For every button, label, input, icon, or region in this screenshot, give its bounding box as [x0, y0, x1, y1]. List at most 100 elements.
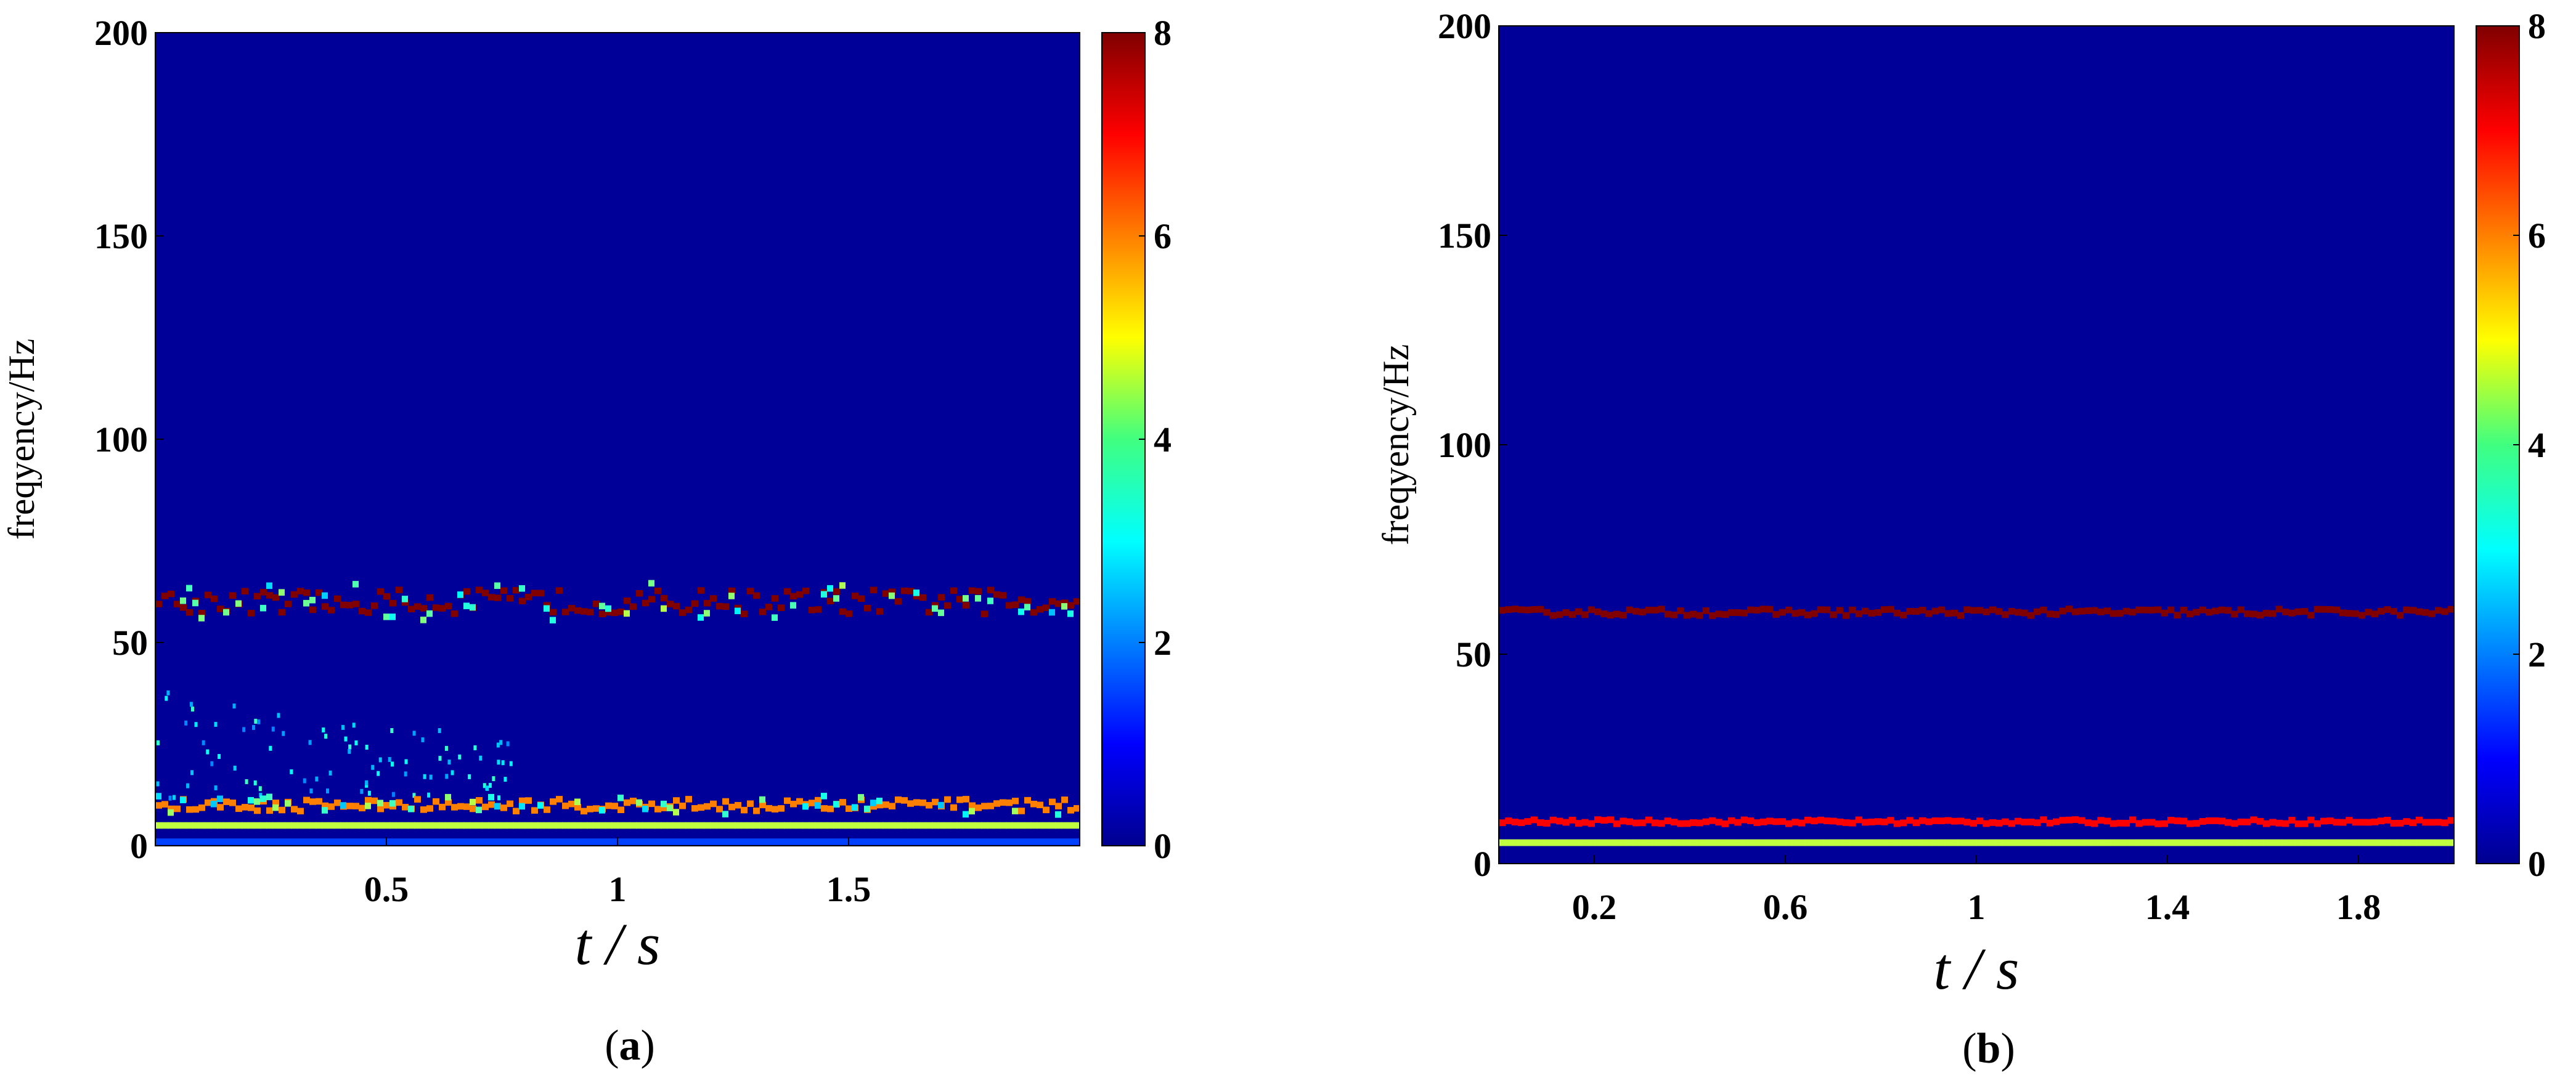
ridge-1-jitter-cell	[852, 804, 858, 811]
ridge-2-cell	[636, 822, 643, 829]
heatmap-cell	[390, 728, 394, 734]
ridge-2-cell	[1843, 839, 1850, 846]
ridge-0-cell	[574, 607, 581, 614]
ridge-1-cell	[728, 803, 735, 811]
ridge-3-cell	[759, 838, 766, 845]
ridge-2-cell	[1970, 839, 1977, 846]
ridge-1-cell	[839, 799, 846, 806]
ridge-0-jitter-cell	[1024, 604, 1030, 610]
ridge-3-cell	[266, 838, 273, 845]
ridge-1-cell	[1970, 820, 1977, 827]
ridge-0-cell	[260, 589, 267, 596]
ridge-3-cell	[747, 838, 754, 845]
ridge-2-cell	[445, 822, 452, 829]
ridge-0-cell	[272, 594, 279, 601]
ridge-1-cell	[1766, 817, 1774, 825]
heatmap-cell	[354, 740, 358, 746]
ridge-0-cell	[353, 601, 359, 607]
ridge-0-cell	[2129, 609, 2137, 616]
ridge-2-cell	[2435, 839, 2442, 846]
ridge-1-cell	[2034, 819, 2041, 827]
ridge-2-cell	[1683, 839, 1690, 846]
ridge-1-cell	[1683, 820, 1690, 827]
ridge-0-cell	[778, 604, 785, 611]
ridge-2-cell	[359, 822, 365, 829]
ridge-0-jitter-cell	[544, 605, 550, 612]
ridge-0-cell	[2263, 610, 2270, 617]
ridge-2-cell	[229, 822, 236, 829]
ridge-0-cell	[765, 604, 772, 610]
ridge-1-cell	[1906, 817, 1914, 824]
ridge-2-cell	[353, 822, 359, 829]
ridge-0-cell	[1530, 606, 1538, 613]
ridge-0-jitter-cell	[728, 593, 735, 599]
ridge-3-cell	[605, 838, 612, 845]
ridge-2-cell	[1575, 839, 1583, 846]
ridge-3-cell	[494, 838, 501, 845]
ridge-2-cell	[2416, 839, 2423, 846]
ridge-1-cell	[482, 803, 489, 811]
ridge-2-cell	[2034, 839, 2041, 846]
ridge-1-cell	[2059, 817, 2066, 824]
ridge-3-cell	[377, 838, 384, 845]
ridge-3-cell	[1006, 838, 1013, 845]
heatmap-cell	[214, 721, 218, 727]
ridge-1-cell	[1912, 819, 1920, 827]
ridge-3-cell	[414, 838, 421, 845]
ridge-0-cell	[2409, 607, 2416, 614]
ridge-2-cell	[1037, 822, 1043, 829]
ridge-3-cell	[402, 838, 409, 845]
ridge-2-cell	[1824, 839, 1831, 846]
ridge-0-cell	[981, 610, 988, 617]
ridge-2-cell	[2008, 839, 2015, 846]
ridge-1-cell	[303, 796, 310, 804]
ridge-2-cell	[716, 822, 723, 829]
ridge-2-cell	[519, 822, 526, 829]
ridge-1-cell	[217, 804, 224, 811]
ridge-0-cell	[1900, 612, 1907, 618]
ridge-2-cell	[1919, 839, 1926, 846]
heatmap-cell	[377, 771, 380, 776]
ridge-0-cell	[2250, 610, 2257, 618]
ridge-2-cell	[2244, 839, 2251, 846]
heatmap-background	[155, 33, 1080, 846]
ridge-2-cell	[2365, 839, 2372, 846]
ridge-0-cell	[710, 595, 717, 602]
ridge-0-cell	[611, 609, 618, 617]
ridge-2-cell	[402, 822, 409, 829]
ridge-3-cell	[778, 838, 785, 845]
ridge-1-cell	[790, 800, 797, 808]
ridge-1-cell	[513, 808, 520, 815]
ridge-1-cell	[1568, 816, 1576, 824]
ridge-1-cell	[322, 802, 328, 809]
ridge-2-cell	[956, 822, 963, 829]
ridge-1-cell	[1702, 818, 1710, 825]
ridge-1-cell	[661, 804, 667, 811]
ridge-3-cell	[168, 838, 174, 845]
ridge-0-cell	[2339, 609, 2347, 617]
ridge-3-cell	[636, 838, 643, 845]
ridge-1-cell	[765, 804, 772, 812]
ridge-0-jitter-cell	[1061, 603, 1067, 610]
ridge-1-cell	[593, 805, 600, 812]
ridge-2-cell	[2346, 839, 2353, 846]
ridge-1-cell	[1499, 819, 1506, 827]
ridge-1-cell	[1055, 803, 1062, 809]
ridge-0-cell	[291, 591, 298, 598]
heatmap-cell	[421, 737, 425, 742]
ridge-2-cell	[235, 822, 242, 829]
ridge-1-cell	[1798, 819, 1805, 827]
ridge-1-cell	[1537, 819, 1544, 826]
heatmap-cell	[166, 690, 170, 695]
ridge-0-jitter-cell	[975, 595, 981, 602]
ridge-2-cell	[1798, 839, 1805, 846]
ridge-3-cell	[907, 838, 914, 845]
ridge-0-cell	[482, 590, 489, 596]
ridge-0-jitter-cell	[198, 615, 205, 622]
ridge-1-cell	[1061, 796, 1068, 803]
ridge-3-cell	[667, 838, 674, 845]
ridge-2-cell	[1721, 839, 1729, 846]
x-axis-title-var: t	[575, 911, 593, 977]
y-tick-label: 100	[94, 419, 148, 460]
ridge-2-cell	[846, 822, 852, 829]
